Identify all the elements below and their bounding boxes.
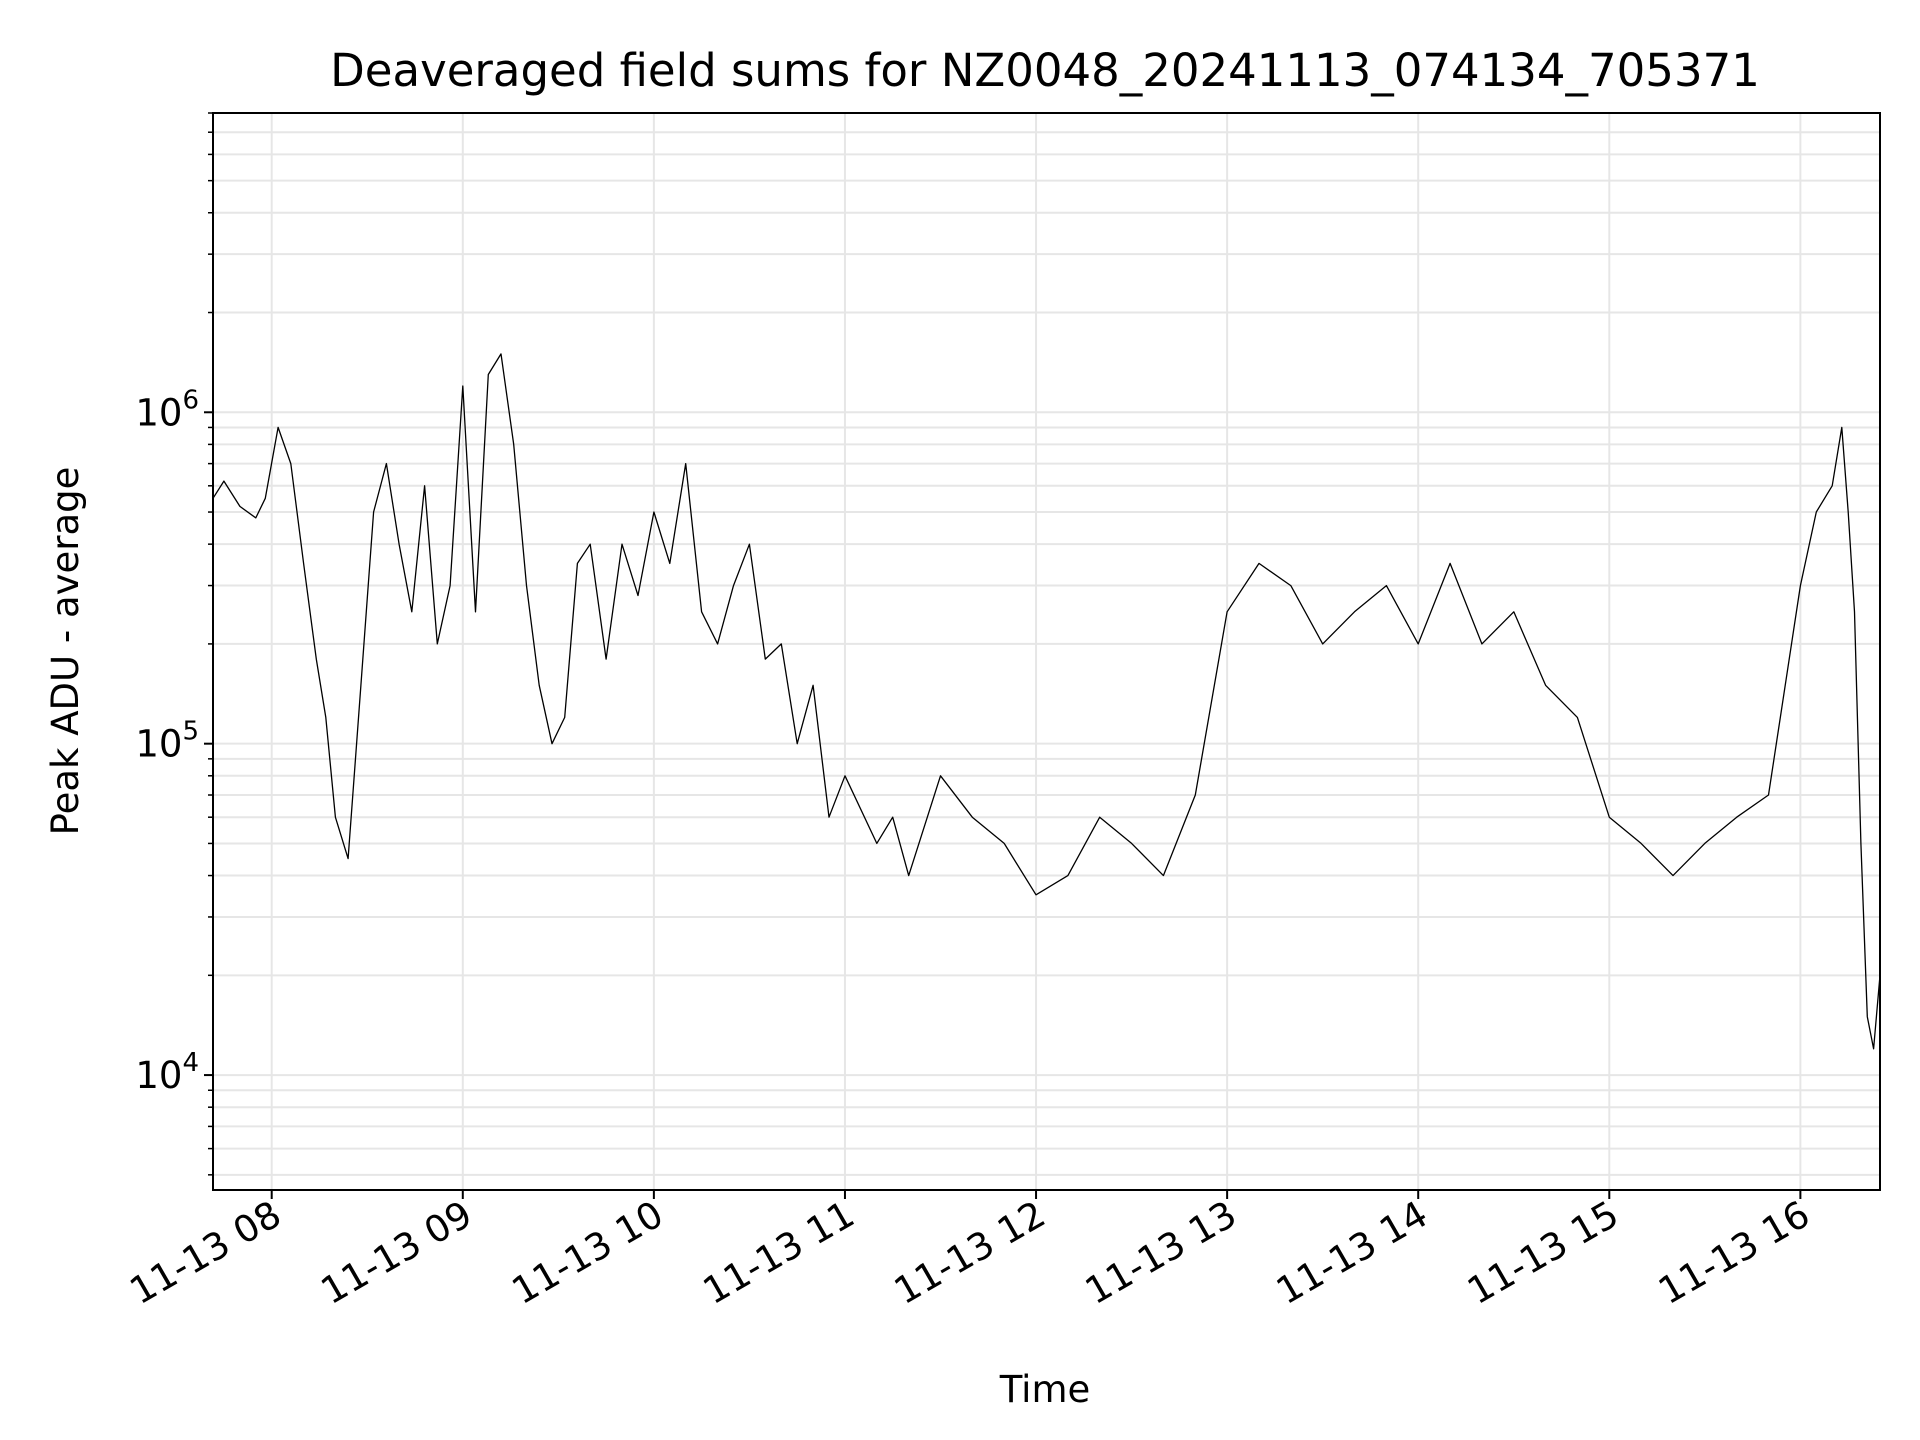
- x-axis-label: Time: [999, 1368, 1091, 1411]
- y-tick-label: 105: [135, 717, 199, 766]
- series-layer: [212, 353, 1881, 1050]
- y-tick-label: 106: [135, 385, 199, 434]
- chart-title: Deaveraged field sums for NZ0048_2024111…: [330, 44, 1760, 97]
- y-tick-label: 104: [135, 1048, 199, 1097]
- grid-layer: [213, 112, 1880, 1190]
- series-line: [212, 353, 1881, 1050]
- y-axis-label: Peak ADU - average: [44, 467, 87, 836]
- plot-frame: [212, 112, 1881, 1191]
- y-axis: 104 105 106: [135, 112, 213, 1176]
